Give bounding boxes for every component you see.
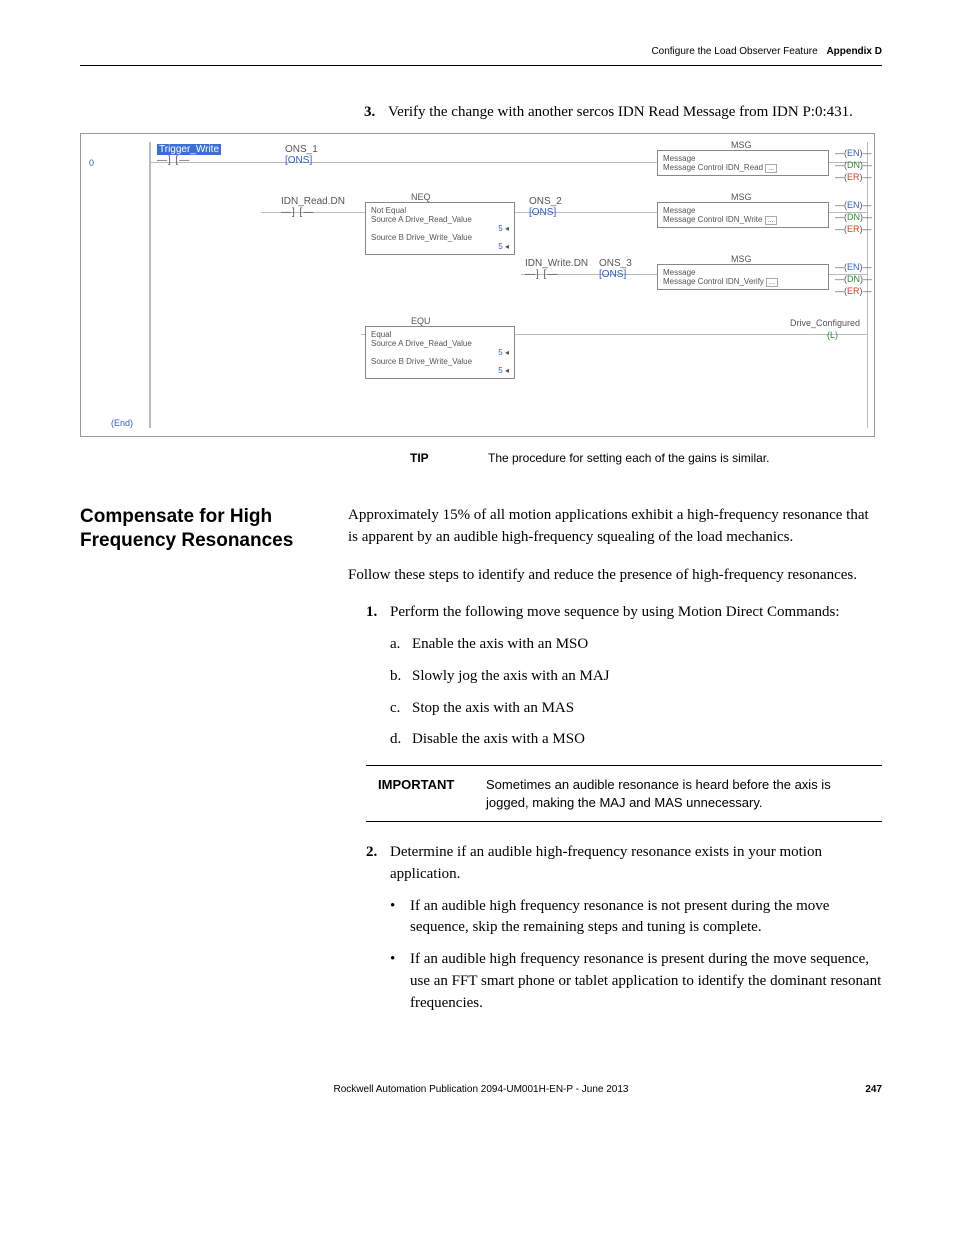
ons1-label: ONS_1 (285, 144, 318, 155)
tip-label: TIP (410, 451, 488, 465)
step-3: 3. Verify the change with another sercos… (364, 102, 882, 123)
trigger-write: Trigger_Write (157, 144, 221, 155)
step-2: 2. Determine if an audible high-frequenc… (366, 842, 882, 886)
msg3-l1: Message (663, 268, 823, 277)
step-1c-text: Stop the axis with an MAS (412, 698, 574, 720)
msg3-l2: Message Control IDN_Verify (663, 277, 764, 286)
ons3-bracket: [ONS] (599, 269, 626, 280)
step-1-num: 1. (366, 602, 390, 624)
ons1-bracket: [ONS] (285, 155, 312, 166)
en2: EN (847, 200, 860, 210)
page-footer: Rockwell Automation Publication 2094-UM0… (80, 1084, 882, 1095)
equ-label: Equal (371, 330, 509, 339)
idn-write-dn: IDN_Write.DN (525, 258, 588, 269)
important-box: IMPORTANT Sometimes an audible resonance… (366, 765, 882, 822)
header-appendix: Appendix D (826, 46, 882, 57)
step-1b: b. Slowly jog the axis with an MAJ (390, 666, 882, 688)
bullet-2: • If an audible high frequency resonance… (390, 949, 882, 1014)
step-1d-letter: d. (390, 729, 412, 751)
step-1c: c. Stop the axis with an MAS (390, 698, 882, 720)
er3: ER (847, 286, 860, 296)
rung-num: 0 (89, 158, 94, 168)
msg2-l2: Message Control IDN_Write (663, 215, 762, 224)
en3: EN (847, 262, 860, 272)
footer-publication: Rockwell Automation Publication 2094-UM0… (120, 1084, 842, 1095)
msg2-l1: Message (663, 206, 823, 215)
er2: ER (847, 224, 860, 234)
bullet-1-text: If an audible high frequency resonance i… (410, 896, 882, 940)
dn3: DN (847, 274, 860, 284)
neq-srcb-val: 5 (498, 242, 502, 251)
bullet-dot-icon: • (390, 949, 410, 1014)
msg1-title: MSG (731, 140, 752, 150)
step-1a-text: Enable the axis with an MSO (412, 634, 588, 656)
equ-srcb: Source B Drive_Write_Value (371, 357, 509, 366)
page-header: Configure the Load Observer Feature Appe… (80, 46, 882, 66)
step-1b-text: Slowly jog the axis with an MAJ (412, 666, 610, 688)
equ-srca: Source A Drive_Read_Value (371, 339, 509, 348)
step-3-text: Verify the change with another sercos ID… (388, 102, 853, 123)
msg1-l1: Message (663, 154, 823, 163)
bullet-1: • If an audible high frequency resonance… (390, 896, 882, 940)
neq-label: Not Equal (371, 206, 509, 215)
equ-srcb-val: 5 (498, 366, 502, 375)
section-heading: Compensate for High Frequency Resonances (80, 505, 348, 553)
equ-srca-val: 5 (498, 348, 502, 357)
step-1c-letter: c. (390, 698, 412, 720)
dn1: DN (847, 160, 860, 170)
neq-srcb: Source B Drive_Write_Value (371, 233, 509, 242)
step-2-num: 2. (366, 842, 390, 886)
tip-text: The procedure for setting each of the ga… (488, 451, 769, 465)
step-3-num: 3. (364, 102, 388, 123)
drive-configured: Drive_Configured (790, 318, 860, 328)
msg2-title: MSG (731, 192, 752, 202)
ons3-label: ONS_3 (599, 258, 632, 269)
step-1d: d. Disable the axis with a MSO (390, 729, 882, 751)
bullet-2-text: If an audible high frequency resonance i… (410, 949, 882, 1014)
end-label: (End) (111, 418, 133, 428)
step-1a: a. Enable the axis with an MSO (390, 634, 882, 656)
footer-page-number: 247 (842, 1084, 882, 1095)
step-2-text: Determine if an audible high-frequency r… (390, 842, 882, 886)
step-1-text: Perform the following move sequence by u… (390, 602, 840, 624)
step-1a-letter: a. (390, 634, 412, 656)
en1: EN (847, 148, 860, 158)
ons2-bracket: [ONS] (529, 207, 556, 218)
latch: (L) (827, 330, 838, 340)
tip-row: TIP The procedure for setting each of th… (410, 451, 882, 465)
idn-read-dn: IDN_Read.DN (281, 196, 345, 207)
step-1b-letter: b. (390, 666, 412, 688)
section-intro: Approximately 15% of all motion applicat… (348, 505, 882, 549)
ladder-diagram: 0 (End) Trigger_Write —] [— ONS_1 [ONS] … (80, 133, 875, 437)
section-follow: Follow these steps to identify and reduc… (348, 565, 882, 587)
er1: ER (847, 172, 860, 182)
step-1d-text: Disable the axis with a MSO (412, 729, 585, 751)
dn2: DN (847, 212, 860, 222)
important-label: IMPORTANT (366, 776, 486, 811)
neq-title: NEQ (411, 192, 431, 202)
neq-srca: Source A Drive_Read_Value (371, 215, 509, 224)
msg3-title: MSG (731, 254, 752, 264)
important-text: Sometimes an audible resonance is heard … (486, 776, 874, 811)
header-title: Configure the Load Observer Feature (651, 46, 817, 57)
bullet-dot-icon: • (390, 896, 410, 940)
equ-title: EQU (411, 316, 431, 326)
ons2-label: ONS_2 (529, 196, 562, 207)
neq-srca-val: 5 (498, 224, 502, 233)
step-1: 1. Perform the following move sequence b… (366, 602, 882, 624)
msg1-l2: Message Control IDN_Read (663, 163, 763, 172)
